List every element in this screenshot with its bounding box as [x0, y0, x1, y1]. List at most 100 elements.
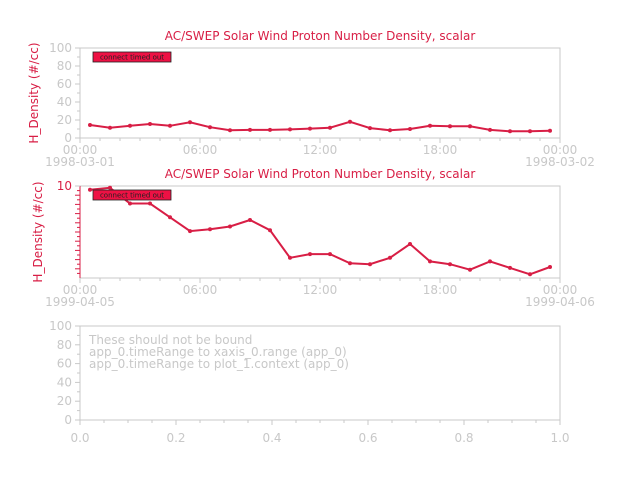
plot-1-series	[88, 119, 552, 134]
plot-2-x-tick-label-2: 12:00	[303, 283, 338, 297]
plot-2-title: AC/SWEP Solar Wind Proton Number Density…	[165, 167, 476, 181]
plot-3-y-tick-label-0: 0	[64, 413, 72, 427]
plot-1-y-tick-label-2: 40	[57, 95, 72, 109]
plot-1-series-point-8	[248, 127, 252, 132]
plot-2-badge: connect timed out	[92, 189, 172, 201]
plot-2-x-tick-label-3: 18:00	[423, 283, 458, 297]
plot-2-series-point-2	[128, 201, 132, 206]
plot-2-series-line	[89, 186, 551, 276]
plot-1-series-point-13	[348, 119, 352, 124]
plot-1-badge-box	[92, 51, 172, 63]
plot-2-series-point-16	[408, 242, 412, 246]
plot-2-series-point-9	[268, 228, 272, 233]
plot-3-y-tick-label-2: 40	[57, 375, 72, 389]
plot-3: 0 20 40 60 80 100 0.0 0.2 0.4 0.6 0.8 1.0 These sh…	[49, 319, 569, 445]
plot-1-y-tick-label-3: 60	[57, 77, 72, 91]
plot-2-series-point-6	[208, 227, 212, 232]
plot-1-y-tick-label-5: 100	[49, 41, 72, 55]
plot-2-series-point-0	[88, 187, 92, 192]
plot-3-message-3: app_0.timeRange to plot_1.context (app_0…	[89, 357, 349, 371]
plot-2-x-tick-label-4: 00:00	[543, 283, 578, 297]
plot-1-series-point-5	[188, 120, 192, 125]
plot-1-x-tick-label-3: 18:00	[423, 143, 458, 157]
plot-1-y-ticks: 0 20 40 60 80 100	[49, 41, 80, 145]
plot-1-badge-text: connect timed out	[100, 54, 164, 62]
plot-3-x-tick-label-5: 1.0	[550, 431, 569, 445]
plot-2-series-point-5	[188, 229, 192, 234]
plot-2-series-point-3	[148, 201, 152, 206]
plot-3-x-tick-label-2: 0.4	[262, 431, 281, 445]
plot-3-message-2: app_0.timeRange to xaxis_0.range (app_0)	[89, 345, 347, 359]
plot-1-series-point-16	[408, 127, 412, 131]
plot-2-series-point-12	[328, 252, 332, 257]
plot-2-series-point-22	[528, 272, 532, 277]
plot-3-x-tick-label-1: 0.2	[166, 431, 185, 445]
plot-2-series-point-4	[168, 215, 172, 220]
plot-1-series-point-14	[368, 126, 372, 131]
plot-2-series-point-20	[488, 259, 492, 264]
plot-1-series-point-0	[88, 123, 92, 127]
plot-1-badge: connect timed out	[92, 51, 172, 63]
plot-1-series-point-11	[308, 126, 312, 131]
plot-1-ylabel: H_Density (#/cc)	[27, 42, 41, 143]
plot-1-series-point-20	[488, 127, 492, 132]
plot-3-x-tick-label-0: 0.0	[70, 431, 89, 445]
plot-2-y-ticks: 10	[57, 179, 80, 274]
plot-2-x-tick-date-0: 1999-04-05	[45, 295, 115, 309]
plot-2-series-point-19	[468, 267, 472, 272]
plot-1-series-point-23	[548, 128, 552, 133]
plot-1-series-point-9	[268, 127, 272, 132]
plot-2-x-tick-label-0: 00:00	[63, 283, 98, 297]
plot-3-y-tick-label-3: 60	[57, 357, 72, 371]
plot-1-series-point-18	[448, 124, 452, 129]
plot-1-series-point-21	[508, 129, 512, 134]
plot-1-series-point-12	[328, 125, 332, 130]
plot-1-series-point-7	[228, 128, 232, 133]
plot-2-series-point-13	[348, 261, 352, 266]
plot-2-y-tick-label-0: 10	[57, 179, 72, 193]
plot-2-badge-text: connect timed out	[100, 192, 164, 200]
plot-2-badge-box	[92, 189, 172, 201]
plot-3-x-tick-label-4: 0.8	[454, 431, 473, 445]
plot-1-x-tick-date-1: 1998-03-02	[525, 155, 595, 169]
plot-1-x-tick-label-0: 00:00	[63, 143, 98, 157]
plot-2: AC/SWEP Solar Wind Proton Number Density…	[31, 167, 595, 309]
plot-1-series-point-4	[168, 123, 172, 128]
plot-3-y-ticks: 0 20 40 60 80 100	[49, 319, 80, 427]
plot-2-series-point-15	[388, 255, 392, 260]
plot-2-series-point-21	[508, 265, 512, 270]
plot-1-series-point-6	[208, 125, 212, 130]
plot-2-series-point-17	[428, 259, 432, 264]
plot-3-y-tick-label-1: 20	[57, 394, 72, 408]
plot-1-y-tick-label-4: 80	[57, 59, 72, 73]
plot-1-series-point-19	[468, 124, 472, 129]
plot-1-x-tick-label-4: 00:00	[543, 143, 578, 157]
plot-1-series-point-3	[148, 122, 152, 126]
plot-1-series-line	[89, 120, 551, 133]
plot-2-series-point-23	[548, 265, 552, 269]
plot-3-y-tick-label-4: 80	[57, 338, 72, 352]
plot-3-x-ticks: 0.0 0.2 0.4 0.6 0.8 1.0	[70, 420, 570, 445]
plot-1-series-point-2	[128, 123, 132, 128]
plot-3-x-tick-label-3: 0.6	[358, 431, 377, 445]
plot-2-ylabel: H_Density (#/cc)	[31, 181, 45, 282]
plot-3-y-tick-label-5: 100	[49, 319, 72, 333]
plot-1-title: AC/SWEP Solar Wind Proton Number Density…	[165, 29, 476, 43]
plot-1-series-point-10	[288, 127, 292, 132]
plot-1-y-tick-label-0: 0	[64, 131, 72, 145]
plot-2-series-point-10	[288, 255, 292, 260]
plot-2-series	[88, 185, 552, 277]
plot-1-y-tick-label-1: 20	[57, 113, 72, 127]
plot-1-series-point-15	[388, 128, 392, 133]
plot-2-series-point-18	[448, 262, 452, 267]
plot-1-x-tick-date-0: 1998-03-01	[45, 155, 115, 169]
plot-2-x-tick-date-1: 1999-04-06	[525, 295, 595, 309]
plot-3-message-1: These should not be bound	[88, 333, 252, 347]
plot-1-series-point-1	[108, 125, 112, 130]
plot-1-series-point-22	[528, 129, 532, 134]
plot-2-series-point-8	[248, 218, 252, 222]
plot-2-series-point-1	[108, 185, 112, 190]
